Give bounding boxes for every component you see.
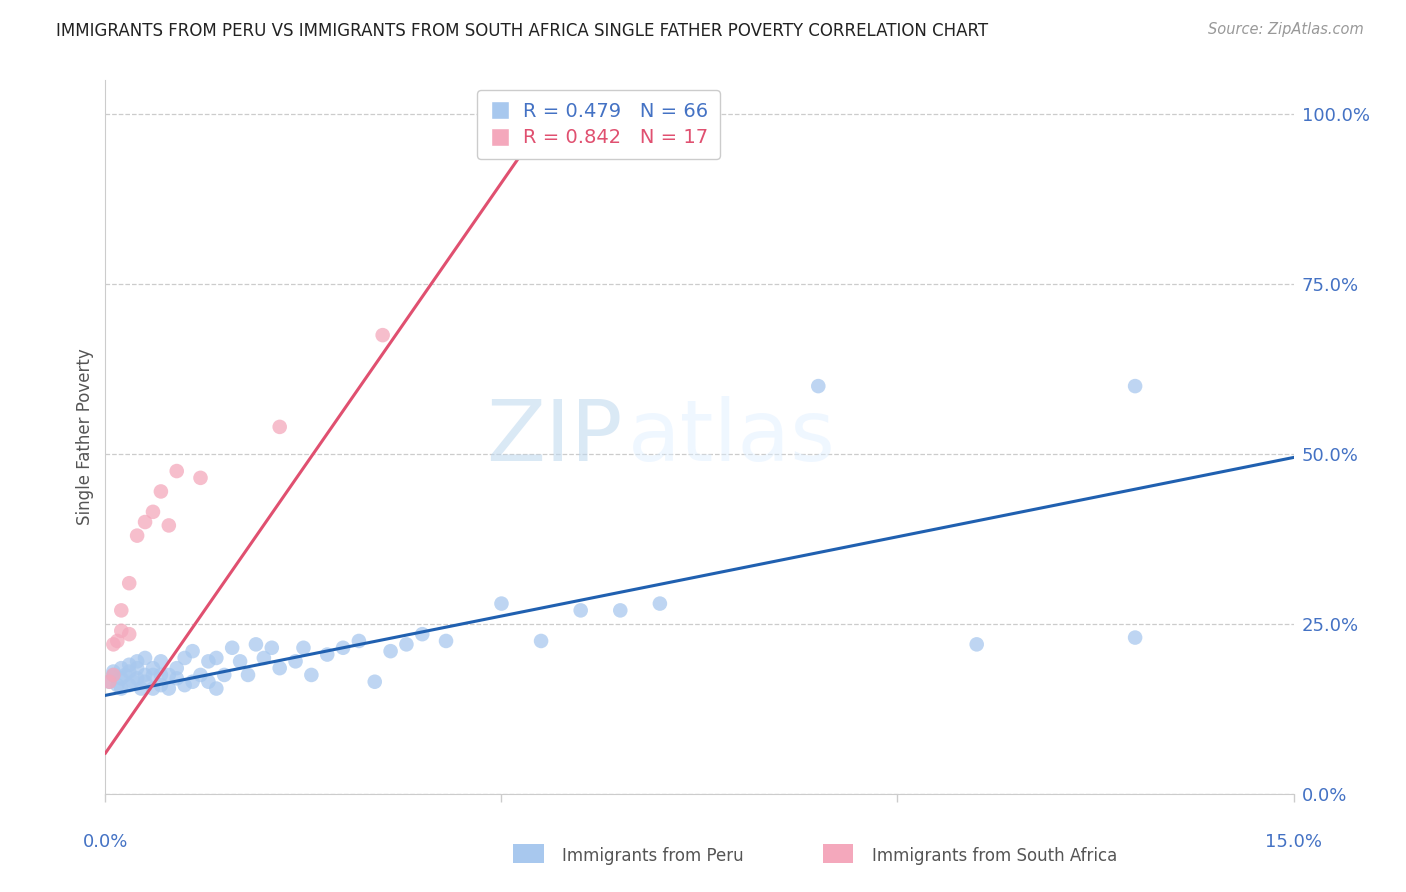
Point [316,648,339,662]
Point [364,674,387,689]
Point [134,651,156,665]
Point [127,528,149,542]
Text: Immigrants from South Africa: Immigrants from South Africa [872,847,1116,865]
Point [221,640,243,655]
Point [332,640,354,655]
Point [269,420,291,434]
Point [292,640,315,655]
Point [197,674,219,689]
Point [157,518,180,533]
Point [166,464,188,478]
Text: Source: ZipAtlas.com: Source: ZipAtlas.com [1208,22,1364,37]
Point [648,597,671,611]
Point [103,665,125,679]
Point [434,634,457,648]
Point [114,668,136,682]
Point [98,674,121,689]
Point [110,671,132,685]
Point [157,681,180,696]
Point [173,651,195,665]
Point [127,661,149,675]
Text: 0.0%: 0.0% [83,833,128,851]
Point [142,505,165,519]
Point [197,654,219,668]
Point [110,603,132,617]
Legend: R = 0.479   N = 66, R = 0.842   N = 17: R = 0.479 N = 66, R = 0.842 N = 17 [477,90,720,159]
Point [103,668,125,682]
Point [118,665,141,679]
Point [569,603,592,617]
Text: 15.0%: 15.0% [1265,833,1322,851]
Point [134,515,156,529]
Point [214,668,236,682]
Point [205,651,228,665]
Point [236,668,259,682]
Point [260,640,283,655]
Point [190,668,212,682]
Point [284,654,307,668]
Point [118,657,141,672]
Point [205,681,228,696]
Point [142,661,165,675]
Point [142,668,165,682]
Point [166,661,188,675]
Point [299,668,322,682]
Point [129,681,152,696]
Point [1123,631,1146,645]
Text: ZIP: ZIP [485,395,623,479]
Point [229,654,252,668]
Point [118,627,141,641]
Point [807,379,830,393]
Point [110,624,132,638]
Point [530,634,553,648]
Point [966,637,988,651]
Point [127,671,149,685]
Text: Immigrants from Peru: Immigrants from Peru [562,847,744,865]
Point [253,651,276,665]
Point [411,627,433,641]
Point [166,671,188,685]
Point [105,634,128,648]
Point [110,661,132,675]
Point [149,484,172,499]
Point [245,637,267,651]
Point [1123,379,1146,393]
Point [134,668,156,682]
Point [134,674,156,689]
Point [395,637,418,651]
Point [105,678,128,692]
Point [157,668,180,682]
Point [149,654,172,668]
Point [181,674,204,689]
Point [609,603,631,617]
Point [122,674,145,689]
Point [347,634,370,648]
Point [269,661,291,675]
Point [190,471,212,485]
Point [181,644,204,658]
Text: atlas: atlas [628,395,837,479]
Point [142,681,165,696]
Text: IMMIGRANTS FROM PERU VS IMMIGRANTS FROM SOUTH AFRICA SINGLE FATHER POVERTY CORRE: IMMIGRANTS FROM PERU VS IMMIGRANTS FROM … [56,22,988,40]
Point [103,668,125,682]
Point [149,678,172,692]
Point [110,681,132,696]
Point [118,678,141,692]
Point [173,678,195,692]
Point [371,328,394,343]
Point [118,576,141,591]
Point [149,668,172,682]
Point [103,637,125,651]
Point [380,644,402,658]
Point [127,654,149,668]
Point [491,597,513,611]
Point [98,674,121,689]
Y-axis label: Single Father Poverty: Single Father Poverty [76,349,94,525]
